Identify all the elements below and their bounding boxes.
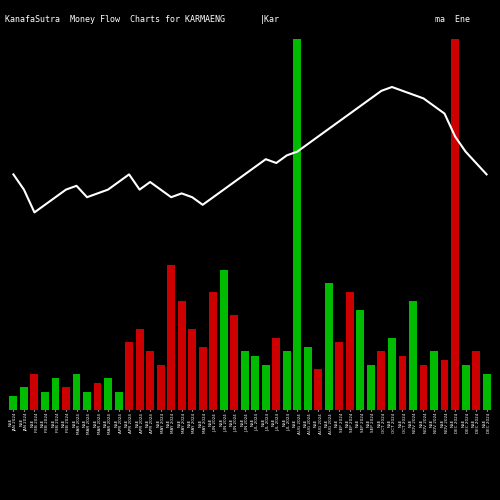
Bar — [325, 284, 333, 410]
Bar — [167, 265, 175, 410]
Bar — [125, 342, 133, 410]
Bar — [20, 388, 28, 410]
Bar — [336, 342, 344, 410]
Bar — [52, 378, 60, 410]
Bar — [262, 365, 270, 410]
Bar — [294, 39, 302, 410]
Bar — [220, 270, 228, 410]
Bar — [472, 351, 480, 410]
Bar — [41, 392, 49, 410]
Bar — [314, 370, 322, 410]
Bar — [346, 292, 354, 410]
Bar — [283, 351, 290, 410]
Bar — [367, 365, 375, 410]
Bar — [230, 315, 238, 410]
Bar — [10, 396, 18, 410]
Bar — [72, 374, 80, 410]
Bar — [272, 338, 280, 410]
Bar — [30, 374, 38, 410]
Bar — [83, 392, 91, 410]
Bar — [304, 346, 312, 410]
Bar — [178, 302, 186, 410]
Bar — [409, 302, 417, 410]
Bar — [398, 356, 406, 410]
Bar — [210, 292, 217, 410]
Bar — [388, 338, 396, 410]
Bar — [420, 365, 428, 410]
Bar — [114, 392, 122, 410]
Text: |Kar: |Kar — [260, 15, 280, 24]
Bar — [462, 365, 469, 410]
Bar — [378, 351, 386, 410]
Bar — [94, 383, 102, 410]
Bar — [198, 346, 206, 410]
Bar — [482, 374, 490, 410]
Bar — [62, 388, 70, 410]
Bar — [430, 351, 438, 410]
Bar — [156, 365, 164, 410]
Bar — [451, 39, 459, 410]
Bar — [440, 360, 448, 410]
Bar — [356, 310, 364, 410]
Text: ma  Ene: ma Ene — [435, 15, 470, 24]
Bar — [136, 328, 143, 410]
Bar — [146, 351, 154, 410]
Bar — [252, 356, 259, 410]
Bar — [241, 351, 248, 410]
Text: KanafaSutra  Money Flow  Charts for KARMAENG: KanafaSutra Money Flow Charts for KARMAE… — [5, 15, 225, 24]
Bar — [188, 328, 196, 410]
Bar — [104, 378, 112, 410]
